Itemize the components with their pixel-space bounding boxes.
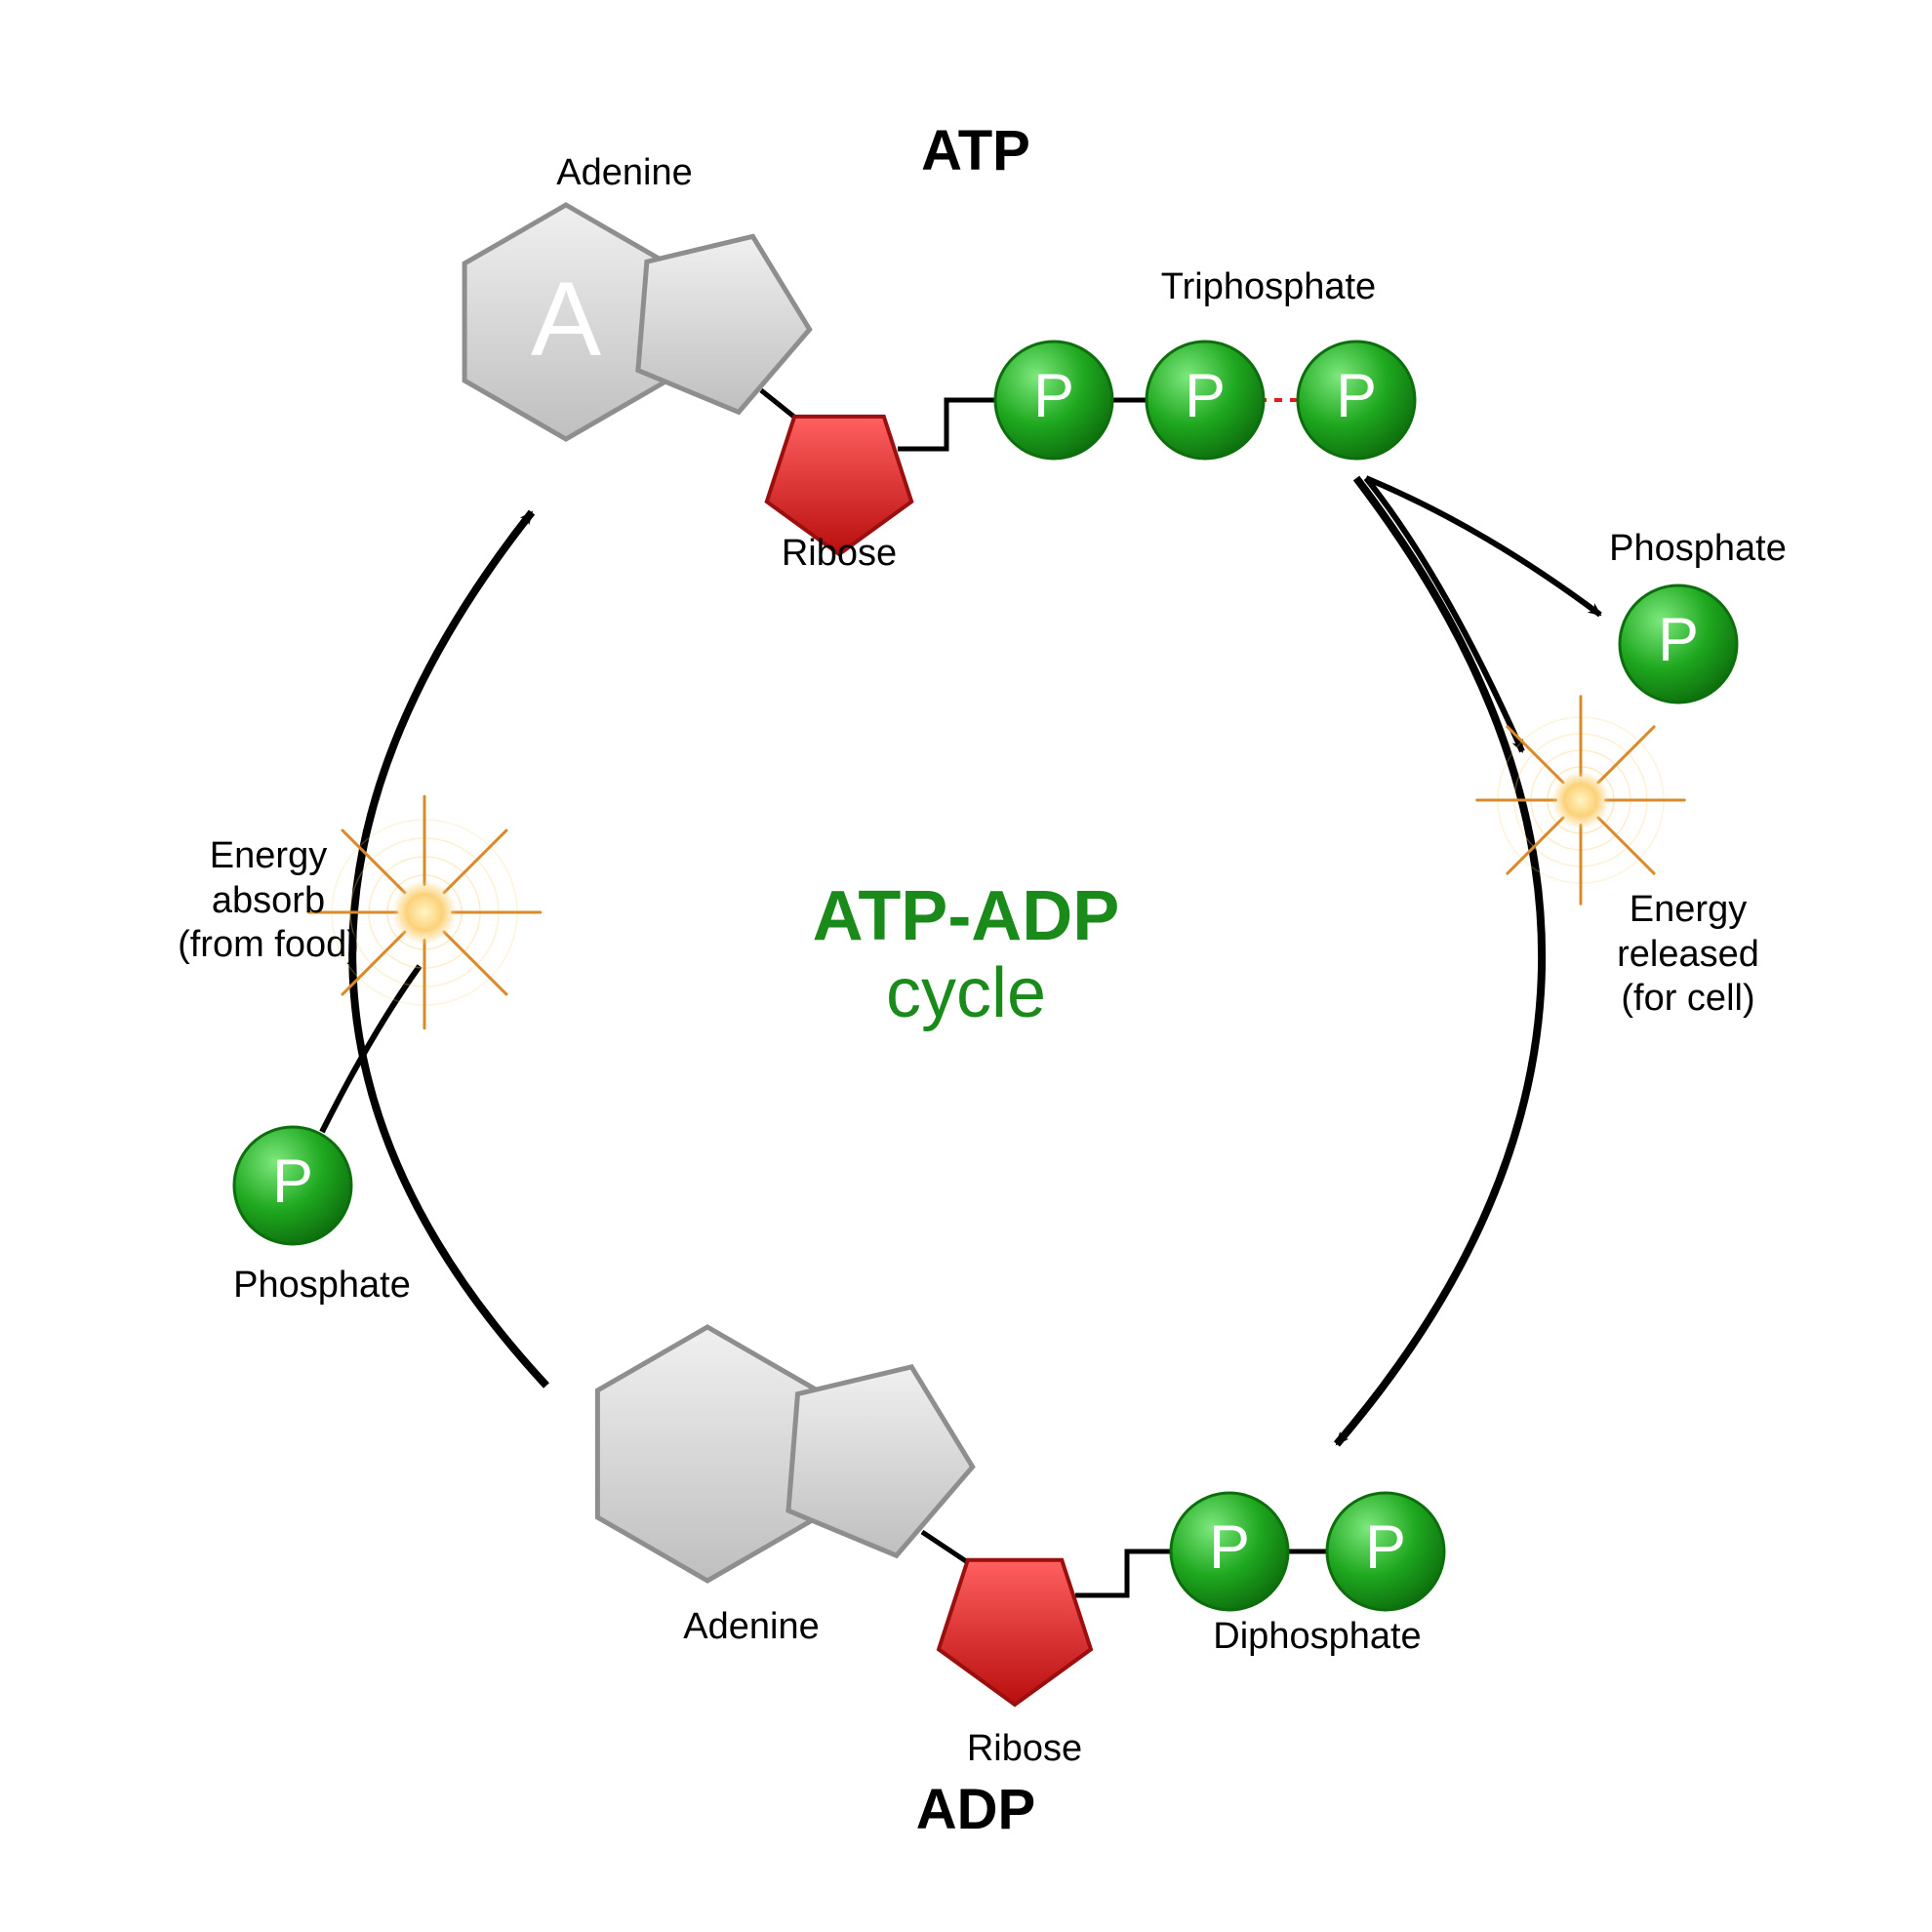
free-phosphate-left: P [234, 1127, 351, 1244]
atp-phosphate-3: P [1298, 342, 1415, 459]
atp-phosphate-2: P [1147, 342, 1264, 459]
adp-phosphate-2: P [1327, 1493, 1444, 1610]
ribose-adp [939, 1560, 1091, 1705]
phosphate-right-label: Phosphate [1581, 527, 1815, 572]
svg-text:P: P [1336, 362, 1377, 430]
diphosphate-label: Diphosphate [1181, 1615, 1454, 1660]
arc-right-arrow [1337, 478, 1542, 1444]
svg-text:P: P [272, 1147, 313, 1216]
adp-title: ADP [878, 1776, 1073, 1844]
svg-text:P: P [1658, 606, 1699, 674]
phosphate-in-arrow [322, 966, 420, 1132]
center-title: ATP-ADP cycle [800, 878, 1132, 1032]
adenine-atp: A [464, 205, 810, 439]
atp-title: ATP [878, 117, 1073, 185]
free-phosphate-right: P [1620, 585, 1737, 703]
energy-released-icon [1477, 697, 1685, 905]
atp-phosphate-1: P [995, 342, 1112, 459]
svg-text:P: P [1033, 362, 1074, 430]
adenine-top-label: Adenine [517, 151, 732, 196]
adp-phosphate-1: P [1171, 1493, 1288, 1610]
ribose-top-label: Ribose [751, 532, 927, 577]
energy-absorb-label: Energy absorb (from food) [137, 834, 400, 968]
phosphate-left-label: Phosphate [205, 1264, 439, 1308]
center-title-line1: ATP-ADP [813, 877, 1120, 955]
svg-text:P: P [1185, 362, 1226, 430]
triphosphate-label: Triphosphate [1132, 265, 1405, 310]
svg-text:P: P [1209, 1513, 1250, 1582]
svg-text:A: A [531, 260, 601, 378]
svg-text:P: P [1365, 1513, 1406, 1582]
adenine-adp [597, 1327, 972, 1581]
center-title-line2: cycle [886, 954, 1046, 1032]
adenine-bottom-label: Adenine [644, 1605, 859, 1650]
energy-released-label: Energy released (for cell) [1561, 888, 1815, 1022]
ribose-bottom-label: Ribose [937, 1727, 1112, 1772]
